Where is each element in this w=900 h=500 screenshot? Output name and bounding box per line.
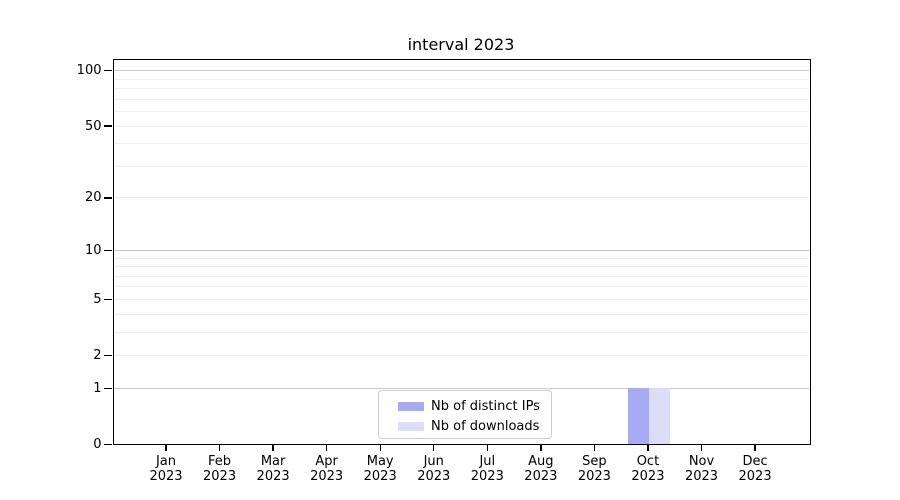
x-axis-tick [700,444,703,451]
year-label: 2023 [631,469,665,484]
month-label: Aug [528,453,554,469]
minor-gridline [114,125,809,127]
legend-label: Nb of distinct IPs [431,399,540,414]
year-label: 2023 [577,469,611,484]
y-axis-tick [104,249,112,251]
minor-gridline [114,355,809,357]
legend-label: Nb of downloads [431,419,540,434]
year-label: 2023 [417,469,451,484]
legend-swatch [398,402,424,411]
y-axis-tick [104,125,112,127]
month-label: Jul [479,453,496,469]
y-axis-tick [104,387,112,390]
x-axis-tick-label: Apr 2023 [285,454,369,485]
y-axis-tick-label: 2 [93,348,102,364]
month-label: Feb [208,453,232,469]
major-gridline [114,70,809,72]
minor-gridline [114,78,809,80]
month-label: Sep [582,453,607,469]
x-axis-tick-label: Jul 2023 [445,454,529,485]
x-axis-tick-label: Feb 2023 [178,454,262,485]
minor-gridline [114,275,809,277]
x-axis-tick-label: Oct 2023 [606,454,690,485]
y-axis-tick [104,443,112,446]
x-axis-tick-label: Dec 2023 [713,454,797,485]
minor-gridline [114,331,809,333]
year-label: 2023 [203,469,237,484]
x-axis-tick [593,444,596,451]
month-label: Jan [155,453,177,469]
minor-gridline [114,313,809,315]
year-label: 2023 [470,469,504,484]
year-label: 2023 [256,469,290,484]
y-axis-tick-label: 0 [93,437,102,452]
y-axis-tick [104,69,112,72]
y-axis-tick [104,354,112,357]
major-gridline [114,249,809,251]
chart-title: interval 2023 [407,35,515,54]
year-label: 2023 [363,469,397,484]
minor-gridline [114,266,809,268]
bar-downloads [648,388,670,445]
month-label: Mar [260,453,286,469]
year-label: 2023 [310,469,344,484]
minor-gridline [114,197,809,199]
x-axis-tick [486,444,488,451]
y-axis-tick-label: 100 [76,63,102,79]
y-axis-tick [104,197,112,199]
year-label: 2023 [738,469,772,484]
y-axis-tick-label: 50 [84,118,102,134]
minor-gridline [114,165,809,167]
x-axis-tick [272,444,274,451]
x-axis-tick [379,444,381,451]
minor-gridline [114,88,809,90]
y-axis-tick-label: 20 [84,190,102,206]
x-axis-tick-label: Mar 2023 [231,454,315,485]
y-axis-tick-label: 10 [84,242,102,258]
month-label: Nov [688,453,715,469]
x-axis-tick [218,444,221,451]
y-axis-tick-label: 5 [93,291,102,307]
y-axis-tick [104,298,112,301]
plot-area [112,58,811,445]
x-axis-tick [165,444,167,451]
month-label: Apr [315,453,338,469]
legend-swatch [398,422,424,431]
x-axis-tick-label: Jun 2023 [392,454,476,485]
month-label: May [366,453,394,469]
minor-gridline [114,143,809,145]
legend-item: Nb of downloads [379,418,551,435]
x-axis-tick-label: Aug 2023 [499,454,583,485]
x-axis-tick-label: Sep 2023 [552,454,636,485]
major-gridline [114,387,809,389]
bar-distinct-ips [627,388,649,445]
minor-gridline [114,111,809,113]
year-label: 2023 [684,469,719,484]
x-axis-tick-label: Jan 2023 [124,454,208,485]
y-axis-tick-label: 1 [93,380,102,396]
minor-gridline [114,298,809,300]
x-axis-tick [540,444,542,451]
minor-gridline [114,98,809,100]
x-axis-tick-label: May 2023 [338,454,422,485]
month-label: Oct [636,453,660,469]
x-axis-tick [754,444,756,451]
legend-item: Nb of distinct IPs [379,398,551,415]
month-label: Jun [423,453,444,469]
x-axis-tick [325,444,328,451]
x-axis-tick-label: Nov 2023 [660,454,744,485]
year-label: 2023 [149,469,183,484]
minor-gridline [114,257,809,259]
month-label: Dec [742,453,768,469]
minor-gridline [114,286,809,288]
x-axis-tick [647,444,649,451]
legend: Nb of distinct IPs Nb of downloads [378,390,552,439]
x-axis-tick [433,444,435,451]
year-label: 2023 [524,469,558,484]
